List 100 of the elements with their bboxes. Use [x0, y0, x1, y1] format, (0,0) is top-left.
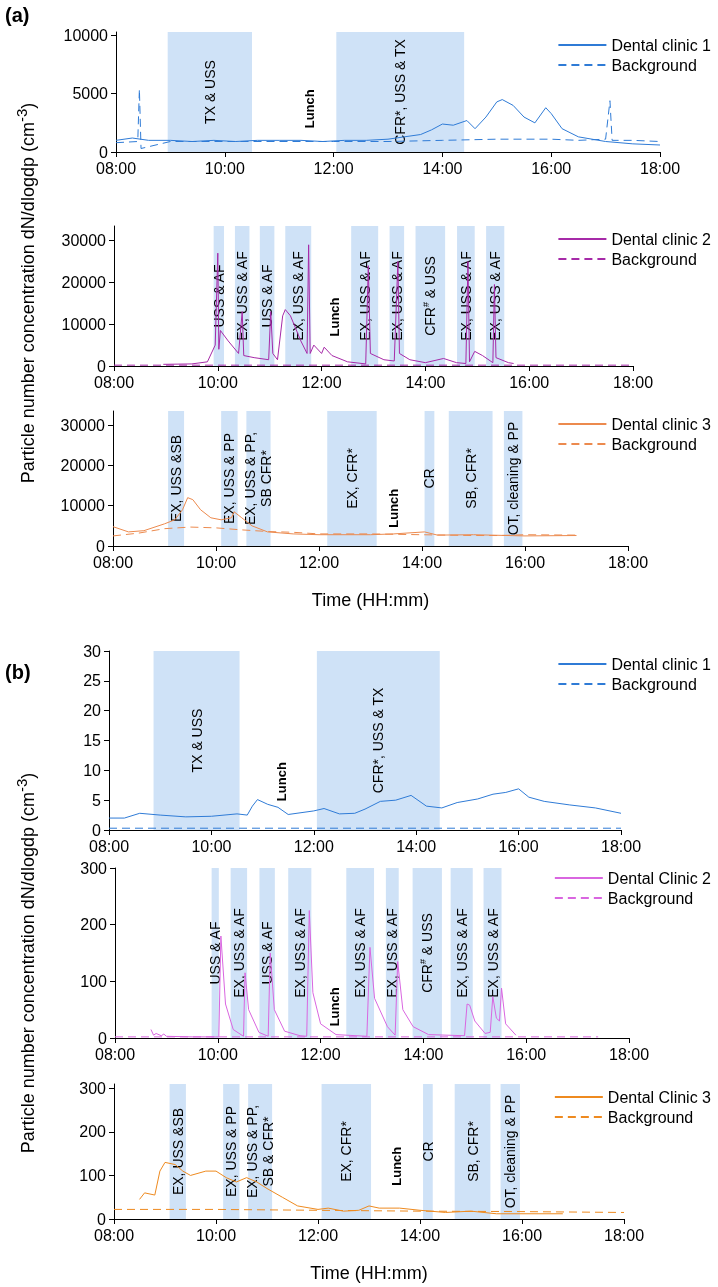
x-tick-label: 18:00 — [607, 553, 649, 571]
legend-label: Dental Clinic 2 — [607, 869, 712, 887]
legend-label: Background — [607, 1108, 694, 1126]
band-label: USS & AF — [259, 921, 276, 985]
band-label: USS & AF — [210, 264, 227, 328]
band-label: EX, USS & PP — [223, 1105, 240, 1198]
y-tick-label: 20 — [83, 702, 102, 720]
text: (b) — [5, 661, 31, 683]
band-label: CFR# & USS — [418, 913, 436, 993]
y-tick-label: 30000 — [60, 416, 106, 434]
y-tick-label: 100 — [80, 972, 108, 990]
x-tick-label: 10:00 — [197, 1045, 238, 1063]
x-tick-label: 18:00 — [639, 159, 681, 177]
x-tick-label: 14:00 — [422, 159, 463, 177]
legend-label: Dental clinic 1 — [611, 655, 712, 673]
y-tick-label: 25 — [83, 672, 102, 690]
y-tick-label: 30000 — [61, 232, 107, 250]
x-tick-label: 16:00 — [501, 1226, 543, 1244]
band-label: EX, USS & PP, SB & CFR* — [244, 1104, 277, 1199]
band-label: CFR# & USS — [421, 256, 439, 336]
band-label: CR — [421, 468, 438, 489]
x-tick-label: 14:00 — [401, 553, 443, 571]
band-label: CFR*, USS & TX — [392, 38, 409, 145]
y-tick-label: 0 — [96, 537, 106, 555]
annotation: Lunch — [386, 488, 402, 528]
legend-label: Background — [611, 435, 697, 453]
legend-label: Dental clinic 2 — [611, 230, 712, 248]
band-label: EX, USS & AF — [291, 908, 308, 998]
legend-label: Background — [607, 889, 694, 907]
band-label: SB, CFR* — [464, 1120, 481, 1182]
band-label: EX, USS & AF — [457, 251, 474, 341]
x-tick-label: 14:00 — [399, 1226, 441, 1244]
x-tick-label: 08:00 — [88, 837, 130, 855]
band-label: OT, cleaning & PP — [502, 1094, 519, 1209]
x-tick-label: 16:00 — [531, 159, 572, 177]
x-tick-label: 08:00 — [93, 1226, 135, 1244]
legend-label: Dental Clinic 3 — [607, 1088, 712, 1106]
band-label: EX, USS &SB — [169, 1107, 186, 1196]
y-tick-label: 15 — [83, 732, 102, 749]
legend-label: Background — [611, 56, 697, 74]
x-tick-label: 08:00 — [92, 553, 134, 571]
annotation: Lunch — [327, 297, 343, 337]
x-tick-label: 16:00 — [506, 1045, 547, 1063]
y-tick-label: 0 — [98, 1029, 108, 1047]
x-tick-label: 12:00 — [301, 373, 342, 391]
x-tick-label: 10:00 — [195, 553, 237, 571]
x-tick-label: 10:00 — [204, 159, 245, 177]
band-label: EX, USS &SB — [168, 434, 185, 523]
y-tick-label: 10000 — [61, 315, 107, 333]
y-tick-label: 5000 — [72, 85, 109, 103]
band-label: CFR*, USS & TX — [370, 687, 387, 794]
x-tick-label: 12:00 — [300, 1045, 341, 1063]
y-tick-label: 0 — [97, 1210, 107, 1228]
x-tick-label: 18:00 — [603, 1226, 645, 1244]
y-tick-label: 5 — [92, 791, 102, 809]
band-label: OT, cleaning & PP — [505, 421, 522, 536]
band-label: EX, USS & AF — [453, 908, 470, 998]
x-tick-label: 10:00 — [197, 373, 238, 391]
band-label: EX, USS & PP — [221, 432, 238, 525]
band-label: EX, USS & AF — [230, 908, 247, 998]
band-label: SB, CFR* — [462, 447, 479, 509]
x-tick-label: 16:00 — [504, 553, 546, 571]
band-label: EX, USS & PP, SB CFR* — [242, 431, 275, 526]
x-tick-label: 08:00 — [94, 1045, 136, 1063]
band-label: EX, USS & AF — [388, 251, 405, 341]
x-tick-label: 12:00 — [313, 159, 354, 177]
annotation: Lunch — [326, 987, 342, 1027]
x-tick-label: 18:00 — [608, 1045, 650, 1063]
x-tick-label: 18:00 — [600, 837, 642, 855]
band-label: TX & USS — [201, 60, 218, 124]
x-tick-label: 16:00 — [498, 837, 539, 855]
legend-label: Dental clinic 1 — [611, 36, 712, 54]
legend-label: Dental clinic 3 — [611, 415, 712, 433]
legend-label: Background — [611, 250, 697, 268]
x-tick-label: 08:00 — [93, 373, 135, 391]
band-label: EX, USS & AF — [234, 251, 251, 341]
x-tick-label: 12:00 — [297, 1226, 339, 1244]
x-tick-label: 12:00 — [293, 837, 334, 855]
band-label: EX, CFR* — [338, 1120, 355, 1182]
y-tick-label: 20000 — [61, 273, 107, 291]
band-label: USS & AF — [259, 264, 276, 328]
x-axis-title: Time (HH:mm) — [310, 1263, 428, 1283]
band-label: EX, USS & AF — [352, 908, 369, 998]
x-tick-label: 10:00 — [195, 1226, 237, 1244]
x-tick-label: 12:00 — [298, 553, 340, 571]
y-tick-label: 0 — [97, 357, 107, 375]
x-tick-label: 18:00 — [612, 373, 654, 391]
band-label: EX, USS & AF — [290, 251, 307, 341]
y-tick-label: 30 — [83, 642, 102, 660]
band-label: EX, USS & AF — [484, 908, 501, 998]
y-tick-label: 300 — [80, 859, 108, 877]
annotation: Lunch — [388, 1146, 404, 1186]
x-tick-label: 14:00 — [396, 837, 437, 855]
x-tick-label: 14:00 — [405, 373, 446, 391]
annotation: Lunch — [274, 762, 290, 802]
y-tick-label: 300 — [79, 1079, 107, 1097]
y-tick-label: 200 — [79, 1123, 107, 1141]
y-tick-label: 10000 — [60, 497, 106, 515]
band-label: EX, CFR* — [343, 447, 360, 509]
y-tick-label: 100 — [79, 1166, 107, 1184]
